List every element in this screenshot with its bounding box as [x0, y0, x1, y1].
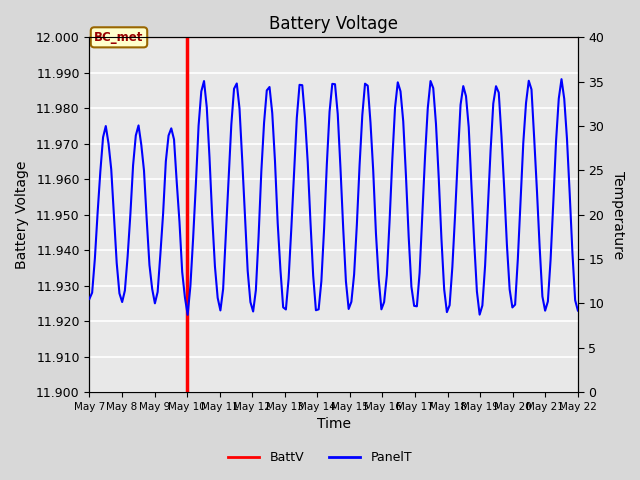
Text: BC_met: BC_met	[94, 31, 143, 44]
Title: Battery Voltage: Battery Voltage	[269, 15, 398, 33]
Y-axis label: Temperature: Temperature	[611, 171, 625, 259]
Legend: BattV, PanelT: BattV, PanelT	[223, 446, 417, 469]
Y-axis label: Battery Voltage: Battery Voltage	[15, 160, 29, 269]
X-axis label: Time: Time	[317, 418, 351, 432]
